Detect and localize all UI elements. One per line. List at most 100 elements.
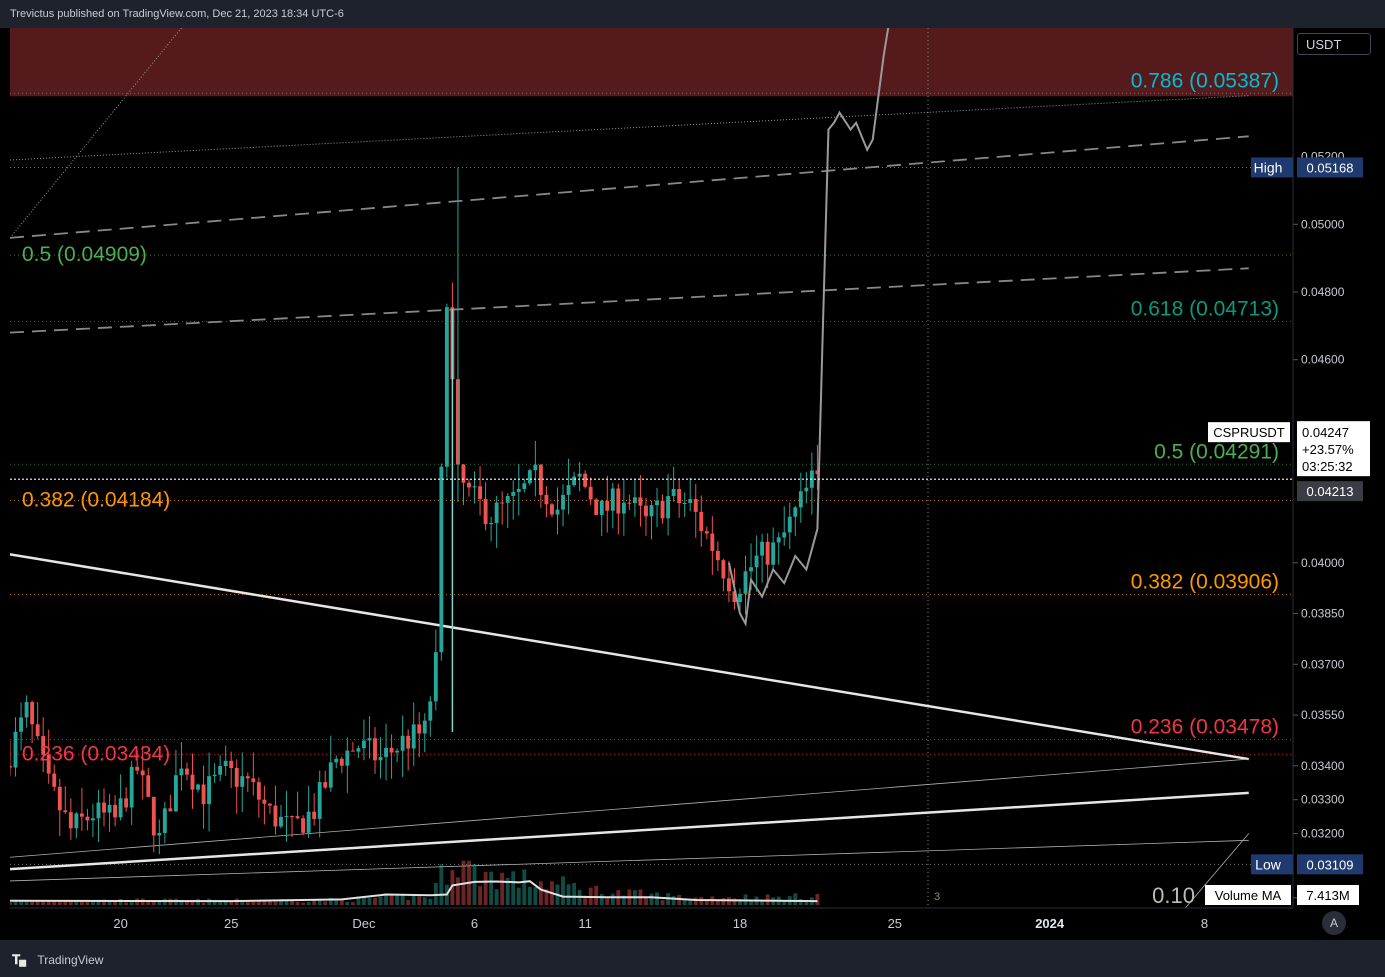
candle — [10, 765, 12, 768]
candle — [411, 724, 416, 749]
y-tick-label: 0.03400 — [1301, 759, 1345, 773]
volume-bar — [229, 901, 234, 905]
volume-bar — [494, 889, 499, 905]
candle — [771, 542, 776, 565]
x-tick-label: 25 — [888, 916, 902, 931]
candle — [655, 500, 659, 506]
candle — [677, 489, 682, 504]
candle — [24, 702, 29, 718]
fib-label: 0.382 (0.04184) — [22, 488, 170, 511]
badge-bg — [1251, 157, 1293, 178]
crosshair-price: 0.04213 — [1307, 484, 1354, 499]
candle — [533, 464, 538, 471]
volume-bar — [395, 894, 400, 905]
vma-value-bg — [1297, 885, 1359, 905]
volume-bar — [284, 899, 289, 905]
candle — [201, 784, 206, 805]
volume-bar — [378, 896, 383, 905]
time-axis: 20 25 Dec 6 11 18 25 2024 8 — [10, 907, 1293, 931]
last-change: +23.57% — [1302, 442, 1354, 457]
candle — [467, 482, 471, 488]
candle — [439, 466, 444, 653]
crosshair-bg — [1297, 481, 1363, 502]
candle — [389, 747, 394, 753]
candle — [494, 502, 499, 523]
low-badge: Low 0.03109 — [1251, 854, 1363, 875]
volume-bar — [328, 897, 333, 905]
candle — [754, 555, 759, 568]
volume-bar — [384, 893, 388, 905]
candle — [312, 811, 317, 819]
volume-bar — [389, 893, 394, 905]
candle — [267, 803, 272, 806]
candle — [572, 476, 577, 486]
candle — [610, 488, 615, 511]
candle — [428, 701, 433, 721]
candle — [229, 760, 234, 768]
volume-bar — [256, 900, 261, 905]
volume-bar — [704, 900, 709, 905]
projection-path — [727, 28, 890, 627]
candle — [461, 464, 466, 483]
tradingview-logo-icon: 𝐓▖ — [12, 952, 32, 967]
volume-bar — [782, 901, 787, 905]
candle — [632, 497, 637, 504]
candle — [688, 499, 693, 504]
volume-bar — [212, 899, 217, 905]
last-price-box: CSPRUSDT 0.04247 +23.57% 03:25:32 0.04213 — [1208, 421, 1370, 502]
candle — [400, 735, 405, 751]
volume-bar — [671, 896, 676, 905]
y-tick-label: 0.04800 — [1301, 285, 1345, 299]
fib-label: 0.236 (0.03434) — [22, 742, 170, 765]
candle — [146, 775, 151, 797]
volume-bar — [107, 901, 112, 905]
volume-bar — [594, 885, 599, 905]
candle — [511, 492, 516, 496]
high-badge: High 0.05168 — [1251, 157, 1363, 178]
candle — [721, 560, 726, 579]
auto-scale-button[interactable]: A — [1322, 911, 1346, 935]
volume-bar — [538, 881, 543, 905]
x-tick-label: 18 — [733, 916, 747, 931]
candle — [793, 507, 798, 517]
volume-bar — [439, 864, 444, 905]
candle — [317, 782, 322, 819]
candle — [356, 748, 361, 752]
candle — [334, 758, 339, 763]
volume-bar — [267, 900, 272, 905]
candle — [212, 774, 217, 777]
candle — [245, 776, 250, 779]
last-price: 0.04247 — [1302, 425, 1349, 440]
candle — [378, 757, 383, 761]
volume-bar — [660, 900, 665, 905]
candle — [190, 774, 195, 790]
volume-bar — [35, 900, 40, 905]
volume-bar — [68, 901, 73, 905]
candle — [234, 767, 239, 787]
candle — [256, 782, 261, 800]
x-tick-label: 2024 — [1035, 916, 1065, 931]
currency-selector[interactable]: USDT — [1297, 33, 1371, 55]
candle — [704, 531, 709, 534]
volume-bar — [317, 898, 322, 905]
candle — [478, 486, 483, 500]
countdown: 03:25:32 — [1302, 459, 1353, 474]
volume-bar — [417, 896, 422, 905]
candle — [323, 782, 328, 788]
volume-bar — [749, 900, 753, 905]
volume-bar — [456, 877, 460, 905]
volume-bar — [610, 893, 615, 905]
volume-bar — [118, 898, 123, 905]
volume-bar — [804, 900, 809, 905]
volume-bar — [693, 897, 698, 905]
volume-bar — [544, 889, 549, 905]
candle — [52, 773, 57, 787]
fib-zone-band — [10, 28, 1293, 97]
candle — [367, 738, 372, 741]
price-axis: 0.05000 0.04800 0.04600 0.04000 0.03850 0.037… — [1292, 28, 1345, 908]
volume-bar — [621, 895, 626, 905]
candle — [505, 495, 510, 503]
candle — [544, 494, 549, 505]
volume-bar — [245, 900, 250, 905]
